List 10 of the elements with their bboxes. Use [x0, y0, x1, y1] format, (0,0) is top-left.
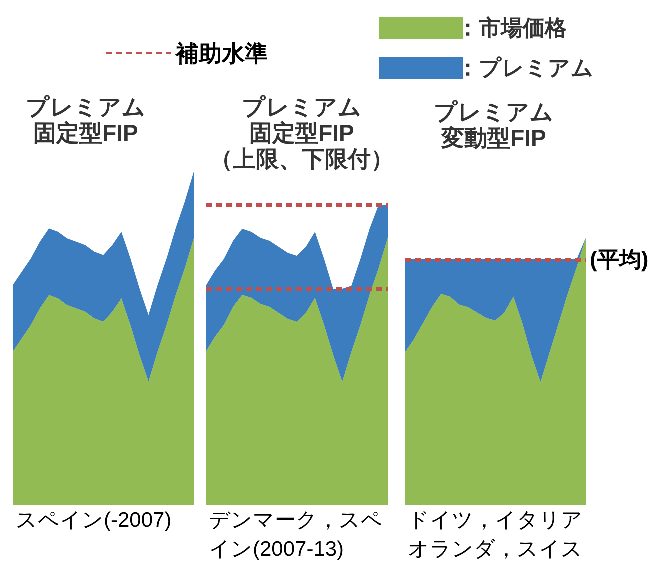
- chart-title: プレミアム固定型FIP: [26, 94, 146, 146]
- legend-label: ：プレミアム: [457, 56, 594, 80]
- x-axis-title: デンマーク，スペイン(2007-13): [209, 509, 383, 561]
- x-axis-title: スペイン(-2007): [16, 509, 172, 532]
- legend-label: ：市場価格: [457, 16, 568, 40]
- x-axis-title: ドイツ，イタリアオランダ，スイス: [408, 509, 583, 561]
- legend-label: 補助水準: [175, 40, 268, 66]
- ref-line-label: (平均): [590, 246, 649, 272]
- chart-title: プレミアム固定型FIP（上限、下限付）: [210, 94, 394, 172]
- chart-title: プレミアム変動型FIP: [434, 99, 554, 151]
